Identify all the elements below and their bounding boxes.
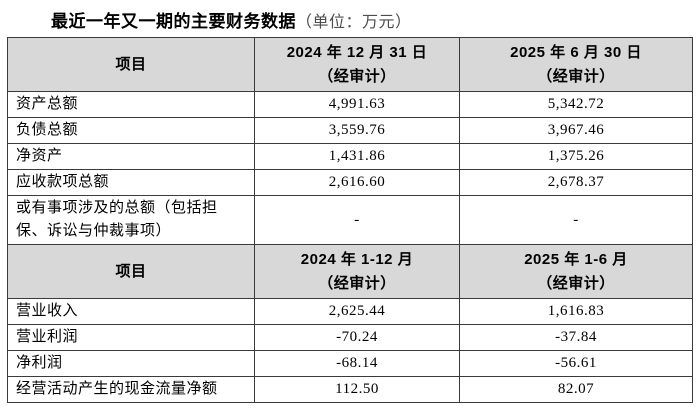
- row-label: 净资产: [7, 143, 255, 170]
- balance-header-period1-audited: （经审计）: [318, 67, 396, 85]
- row-label: 营业利润: [7, 324, 255, 351]
- table-row-operating-revenue: 营业收入 2,625.44 1,616.83: [7, 298, 693, 325]
- income-header-item-label: 项目: [115, 262, 147, 280]
- row-value-period2: 5,342.72: [459, 91, 693, 118]
- balance-header-item: 项目: [7, 37, 255, 92]
- row-value-period2: 3,967.46: [459, 117, 693, 144]
- income-header-row: 项目 2024 年 1-12 月 （经审计） 2025 年 1-6 月 （经审计…: [7, 244, 693, 299]
- table-row-net-assets: 净资产 1,431.86 1,375.26: [7, 143, 693, 170]
- row-value-period2: -37.84: [459, 324, 693, 351]
- row-value-period1: 3,559.76: [254, 117, 460, 144]
- balance-header-period1: 2024 年 12 月 31 日 （经审计）: [254, 37, 460, 92]
- income-header-period2: 2025 年 1-6 月 （经审计）: [459, 244, 693, 299]
- row-value-period2: -56.61: [459, 350, 693, 377]
- row-value-period1: -68.14: [254, 350, 460, 377]
- row-label: 营业收入: [7, 298, 255, 325]
- row-label: 或有事项涉及的总额（包括担保、诉讼与仲裁事项）: [7, 195, 255, 245]
- table-row-net-profit: 净利润 -68.14 -56.61: [7, 350, 693, 377]
- row-value-period1: 4,991.63: [254, 91, 460, 118]
- row-value-period1: 2,616.60: [254, 169, 460, 196]
- row-label: 应收款项总额: [7, 169, 255, 196]
- row-value-period2: 82.07: [459, 376, 693, 403]
- income-header-period1-audited: （经审计）: [318, 274, 396, 292]
- balance-header-period1-date: 2024 年 12 月 31 日: [286, 43, 428, 61]
- table-row-operating-profit: 营业利润 -70.24 -37.84: [7, 324, 693, 351]
- row-value-period2: 1,375.26: [459, 143, 693, 170]
- balance-header-period2: 2025 年 6 月 30 日 （经审计）: [459, 37, 693, 92]
- balance-header-period2-date: 2025 年 6 月 30 日: [510, 43, 642, 61]
- income-header-period2-date: 2025 年 1-6 月: [524, 250, 628, 268]
- row-label: 经营活动产生的现金流量净额: [7, 376, 255, 403]
- table-row-total-assets: 资产总额 4,991.63 5,342.72: [7, 91, 693, 118]
- income-header-period2-audited: （经审计）: [537, 274, 615, 292]
- balance-header-row: 项目 2024 年 12 月 31 日 （经审计） 2025 年 6 月 30 …: [7, 37, 693, 92]
- page-title-unit: （单位：万元）: [296, 14, 412, 31]
- balance-header-period2-audited: （经审计）: [537, 67, 615, 85]
- income-header-period1: 2024 年 1-12 月 （经审计）: [254, 244, 460, 299]
- table-row-contingent-items: 或有事项涉及的总额（包括担保、诉讼与仲裁事项） - -: [7, 195, 693, 245]
- page-title-main: 最近一年又一期的主要财务数据: [51, 12, 296, 31]
- row-value-period1: 112.50: [254, 376, 460, 403]
- row-value-period2: 1,616.83: [459, 298, 693, 325]
- row-value-period2: 2,678.37: [459, 169, 693, 196]
- balance-header-item-label: 项目: [115, 55, 147, 73]
- table-row-operating-cash-flow: 经营活动产生的现金流量净额 112.50 82.07: [7, 376, 693, 403]
- row-label: 负债总额: [7, 117, 255, 144]
- table-row-total-liabilities: 负债总额 3,559.76 3,967.46: [7, 117, 693, 144]
- row-value-period1: 1,431.86: [254, 143, 460, 170]
- page-title: 最近一年又一期的主要财务数据（单位：万元）: [51, 7, 700, 32]
- row-label: 净利润: [7, 350, 255, 377]
- income-header-period1-date: 2024 年 1-12 月: [300, 250, 414, 268]
- row-value-period2: -: [459, 195, 693, 245]
- income-header-item: 项目: [7, 244, 255, 299]
- row-label: 资产总额: [7, 91, 255, 118]
- row-value-period1: -: [254, 195, 460, 245]
- row-value-period1: -70.24: [254, 324, 460, 351]
- row-value-period1: 2,625.44: [254, 298, 460, 325]
- table-row-total-receivables: 应收款项总额 2,616.60 2,678.37: [7, 169, 693, 196]
- financial-data-table: 项目 2024 年 12 月 31 日 （经审计） 2025 年 6 月 30 …: [7, 37, 693, 403]
